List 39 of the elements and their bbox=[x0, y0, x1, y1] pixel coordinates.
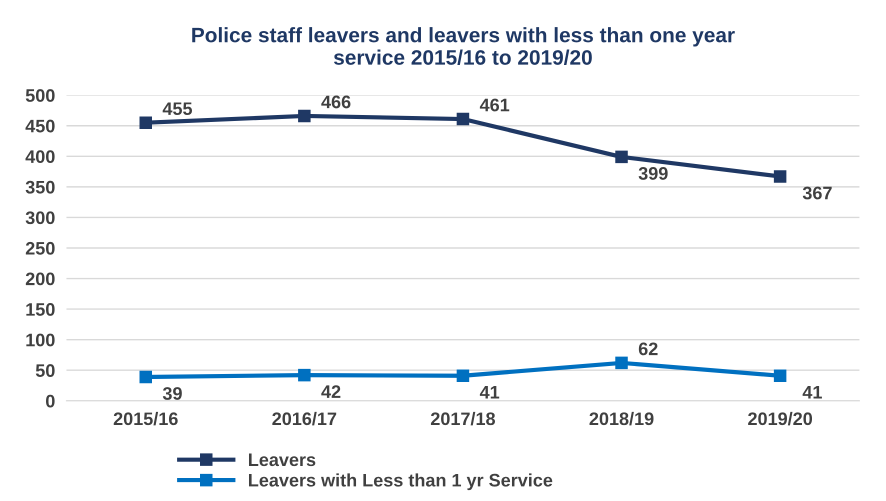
chart-title: Police staff leavers and leavers with less than one year service 2015/16 to 2019/20 bbox=[192, 27, 735, 66]
data-label: 62 bbox=[638, 342, 658, 356]
point bbox=[615, 150, 628, 164]
y-tick-label: 200 bbox=[26, 272, 55, 286]
data-label: 41 bbox=[480, 386, 500, 398]
y-tick-label: 250 bbox=[26, 242, 55, 255]
point bbox=[456, 369, 470, 382]
point bbox=[774, 369, 786, 382]
point bbox=[298, 368, 311, 382]
x-tick-label: 2016/17 bbox=[272, 412, 336, 426]
data-label: 466 bbox=[321, 96, 350, 108]
y-tick-label: 350 bbox=[26, 180, 55, 194]
y-tick-label: 500 bbox=[26, 89, 55, 102]
legend-label: Leavers bbox=[248, 454, 316, 466]
legend-label: Leavers with Less than 1 yr Service bbox=[248, 473, 552, 490]
y-tick-label: 300 bbox=[26, 211, 55, 224]
point bbox=[139, 370, 152, 384]
y-tick-label: 450 bbox=[25, 120, 55, 132]
point bbox=[139, 116, 152, 129]
y-tick-label: 50 bbox=[36, 364, 55, 377]
point bbox=[298, 110, 311, 122]
data-label: 455 bbox=[162, 102, 192, 116]
y-tick-label: 400 bbox=[25, 150, 55, 164]
data-label: 39 bbox=[162, 387, 182, 400]
data-label: 367 bbox=[802, 186, 832, 200]
data-label: 42 bbox=[321, 385, 340, 398]
point bbox=[456, 112, 470, 126]
y-tick-label: 0 bbox=[46, 394, 55, 408]
data-label: 399 bbox=[638, 167, 668, 180]
x-tick-label: 2015/16 bbox=[114, 412, 178, 426]
y-tick-label: 100 bbox=[26, 334, 55, 346]
point bbox=[774, 170, 786, 183]
point bbox=[615, 356, 628, 370]
x-tick-label: 2019/20 bbox=[748, 412, 812, 426]
x-tick-label: 2018/19 bbox=[590, 412, 654, 426]
x-tick-label: 2017/18 bbox=[430, 412, 496, 426]
data-label: 41 bbox=[802, 386, 822, 398]
y-tick-label: 150 bbox=[26, 303, 55, 316]
data-label: 461 bbox=[480, 98, 510, 112]
